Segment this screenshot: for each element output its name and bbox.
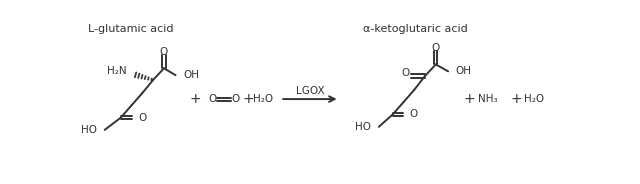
Text: LGOX: LGOX — [296, 86, 324, 96]
Text: O: O — [401, 68, 409, 78]
Text: O: O — [209, 94, 216, 104]
Text: +: + — [189, 92, 202, 106]
Text: +: + — [242, 92, 253, 106]
Text: OH: OH — [456, 66, 472, 76]
Text: H₂O: H₂O — [524, 94, 545, 104]
Text: NH₃: NH₃ — [477, 94, 497, 104]
Text: O: O — [232, 94, 240, 104]
Text: O: O — [431, 43, 440, 53]
Text: O: O — [160, 47, 168, 57]
Text: HO: HO — [81, 125, 97, 135]
Text: +: + — [511, 92, 522, 106]
Text: H₂O: H₂O — [253, 94, 273, 104]
Text: HO: HO — [355, 122, 371, 132]
Text: L-glutamic acid: L-glutamic acid — [88, 24, 173, 34]
Text: +: + — [463, 92, 475, 106]
Text: H₂N: H₂N — [107, 66, 126, 76]
Text: OH: OH — [183, 70, 199, 80]
Text: O: O — [410, 109, 418, 119]
Text: α-ketoglutaric acid: α-ketoglutaric acid — [363, 24, 467, 34]
Text: O: O — [139, 113, 147, 123]
